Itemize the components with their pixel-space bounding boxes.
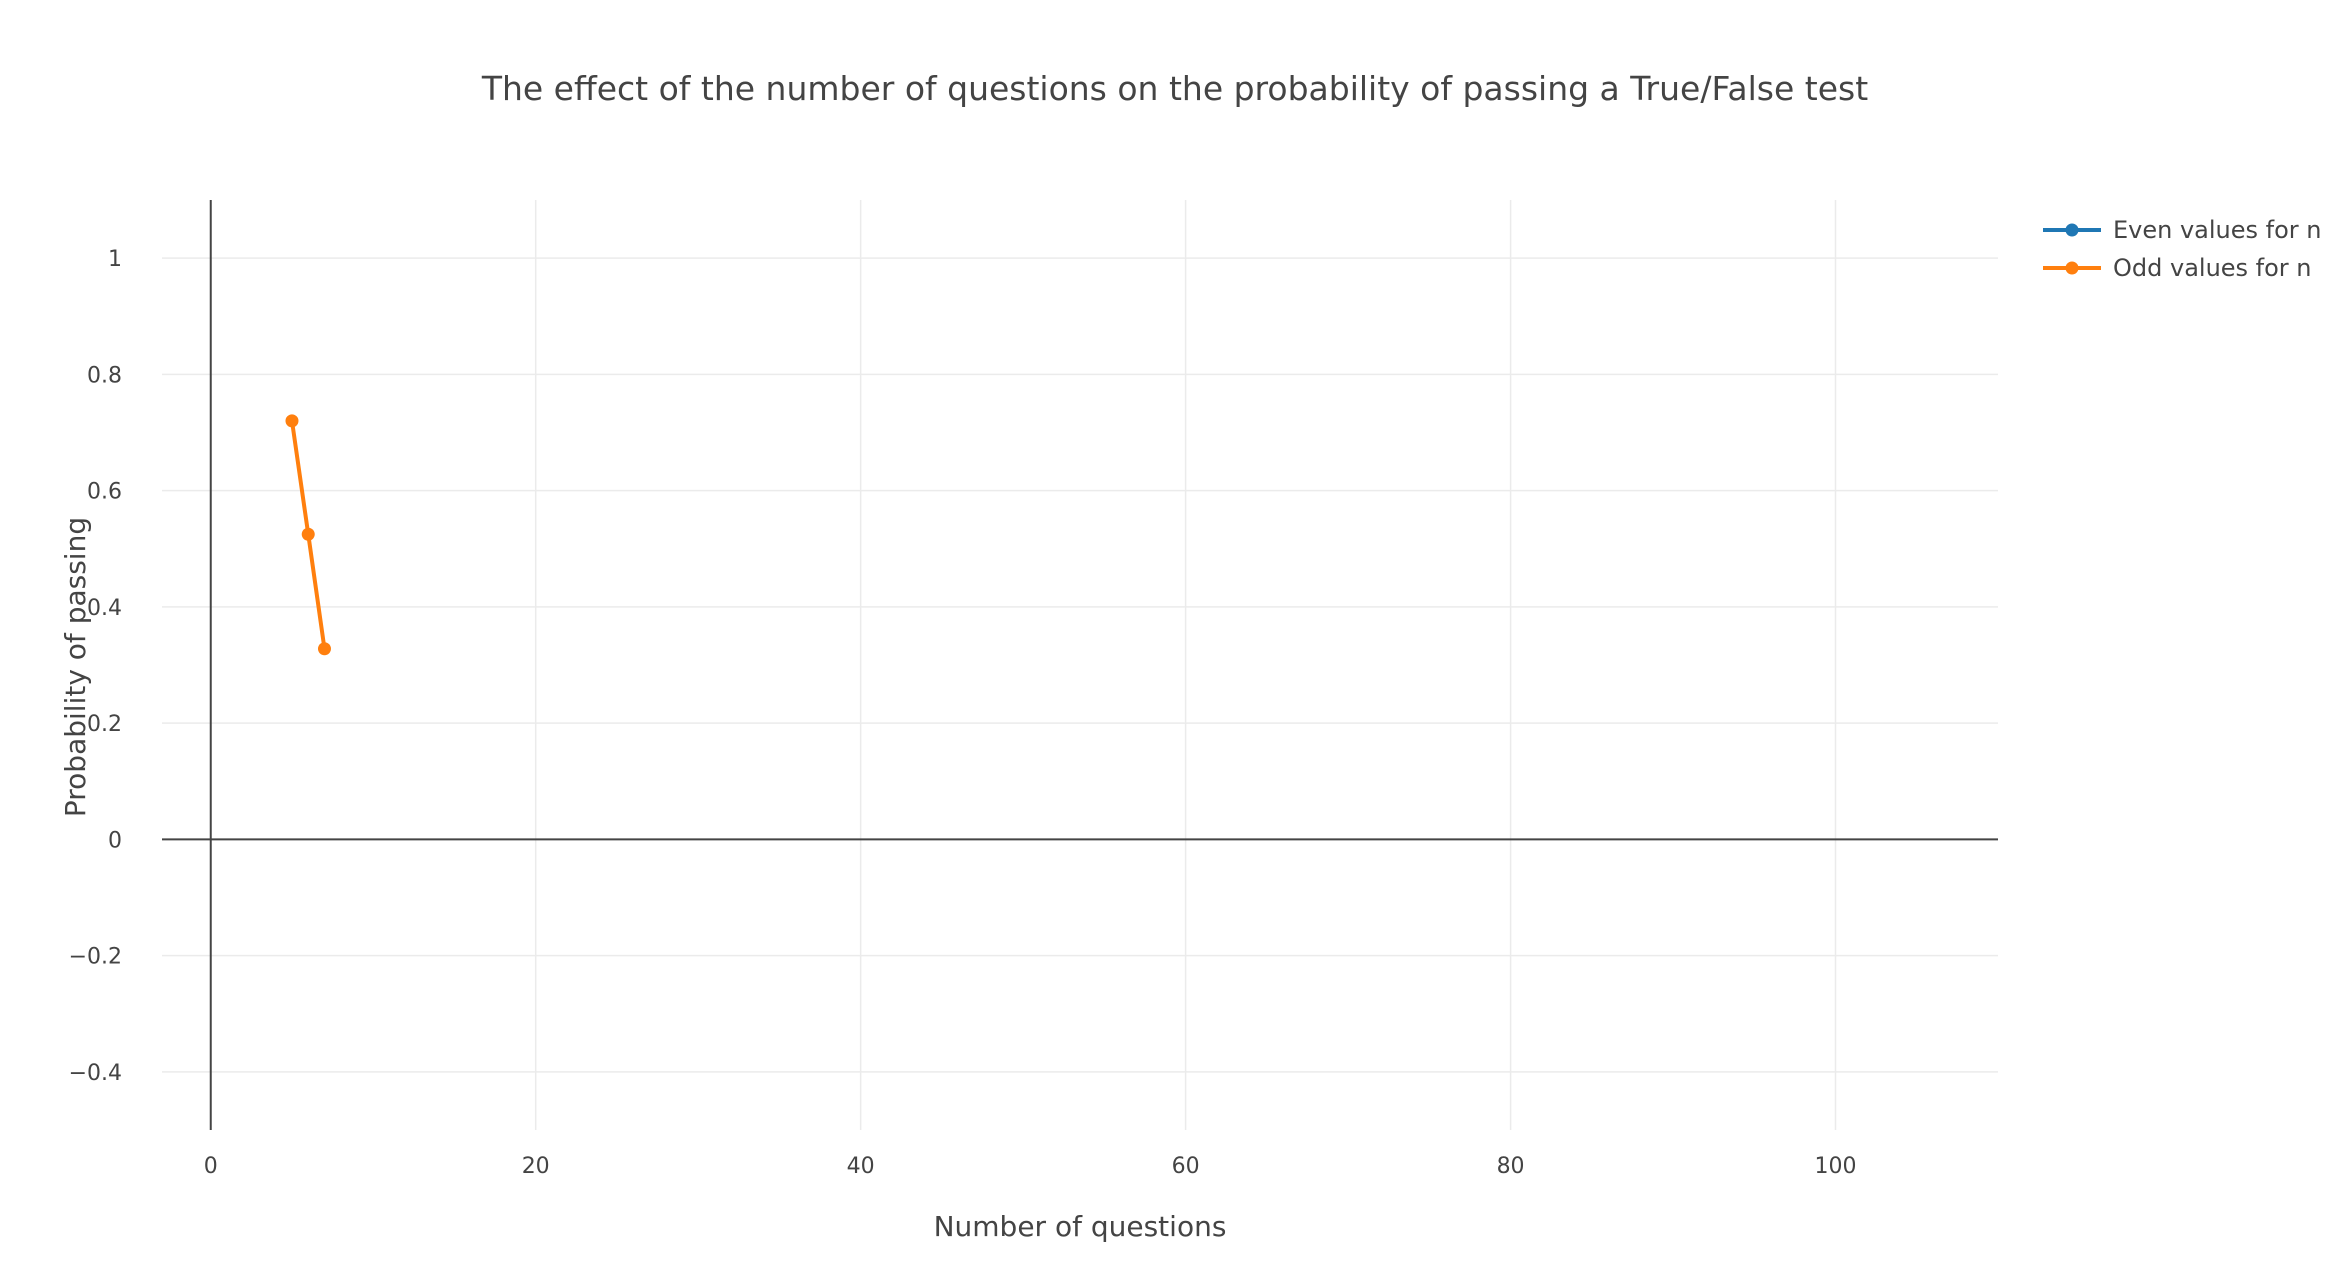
y-tick-label: 1	[108, 247, 122, 272]
x-axis-title: Number of questions	[934, 1210, 1227, 1243]
y-tick-label: 0.4	[87, 596, 122, 621]
y-tick-label: 0.6	[87, 480, 122, 505]
legend-item-even[interactable]: Even values for n	[2043, 216, 2322, 244]
y-tick-label: 0.2	[87, 712, 122, 737]
legend: Even values for n Odd values for n	[2043, 216, 2322, 282]
series-layer	[285, 414, 331, 656]
legend-item-odd[interactable]: Odd values for n	[2043, 254, 2312, 282]
y-tick-label: 0	[108, 828, 122, 853]
y-axis-title: Probability of passing	[59, 517, 92, 817]
y-axis-ticks: −0.4 −0.2 0 0.2 0.4 0.6 0.8 1	[69, 247, 122, 1086]
data-point[interactable]	[317, 642, 331, 656]
zero-lines	[162, 200, 1998, 1130]
y-tick-label: −0.2	[69, 945, 122, 970]
y-tick-label: −0.4	[69, 1061, 122, 1086]
y-tick-label: 0.8	[87, 363, 122, 388]
x-axis-ticks: 0 20 40 60 80 100	[204, 1154, 1857, 1179]
legend-label: Odd values for n	[2113, 254, 2312, 282]
grid	[162, 200, 1998, 1130]
data-point[interactable]	[285, 414, 299, 428]
legend-label: Even values for n	[2113, 216, 2322, 244]
legend-swatch-marker	[2065, 223, 2079, 237]
x-tick-label: 80	[1497, 1154, 1525, 1179]
x-tick-label: 40	[847, 1154, 875, 1179]
x-tick-label: 100	[1815, 1154, 1857, 1179]
data-point[interactable]	[301, 527, 315, 541]
x-tick-label: 60	[1172, 1154, 1200, 1179]
legend-swatch-marker	[2065, 261, 2079, 275]
chart-title: The effect of the number of questions on…	[481, 69, 1868, 108]
x-tick-label: 0	[204, 1154, 218, 1179]
x-tick-label: 20	[522, 1154, 550, 1179]
series-odd	[285, 414, 331, 656]
